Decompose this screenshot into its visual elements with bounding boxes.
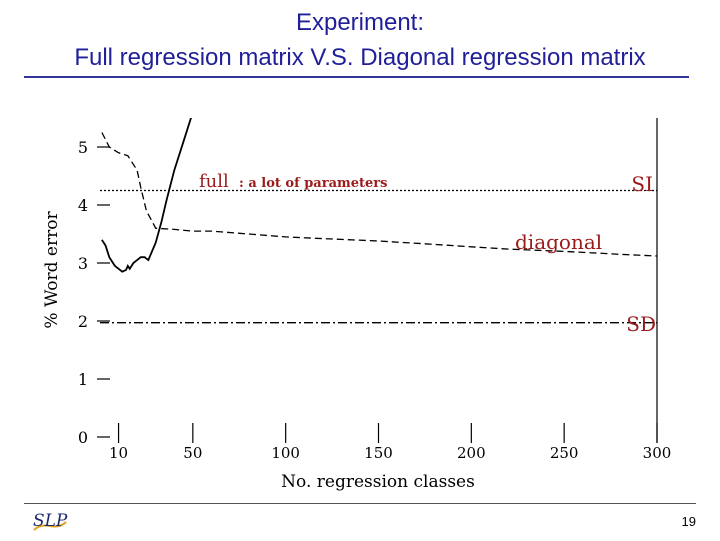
svg-text:SLP: SLP (33, 511, 68, 531)
page-number: 19 (681, 514, 696, 529)
y-tick-label-4: 4 (78, 196, 88, 215)
x-tick-label-10: 10 (109, 444, 128, 462)
annotation-diagonal: diagonal (515, 230, 602, 254)
slp-logo: SLP (30, 506, 70, 536)
y-tick-label-2: 2 (78, 312, 88, 331)
y-tick-label-5: 5 (78, 138, 88, 157)
x-tick-label-50: 50 (183, 444, 202, 462)
annotation-full-note: : a lot of parameters (239, 176, 387, 191)
footer-rule (24, 503, 696, 504)
x-axis-label: No. regression classes (281, 472, 475, 492)
series-line-diagonal (101, 132, 657, 257)
slide-title-line1: Experiment: (295, 9, 425, 36)
series-line-full (101, 118, 192, 273)
x-tick-label-250: 250 (550, 444, 579, 462)
x-tick-label-100: 100 (271, 444, 300, 462)
annotation-si: SI (631, 172, 653, 196)
annotation-sd: SD (626, 312, 656, 336)
slide-title-line2: Full regression matrix V.S. Diagonal reg… (74, 44, 646, 71)
title-underline (24, 76, 689, 78)
y-axis-label: % Word error (42, 211, 62, 329)
annotation-full: full (199, 171, 229, 192)
x-tick-label-150: 150 (364, 444, 393, 462)
y-tick-label-3: 3 (78, 254, 88, 273)
x-tick-label-200: 200 (457, 444, 486, 462)
x-tick-label-300: 300 (643, 444, 672, 462)
y-tick-label-0: 0 (78, 428, 88, 447)
y-tick-label-1: 1 (78, 370, 88, 389)
